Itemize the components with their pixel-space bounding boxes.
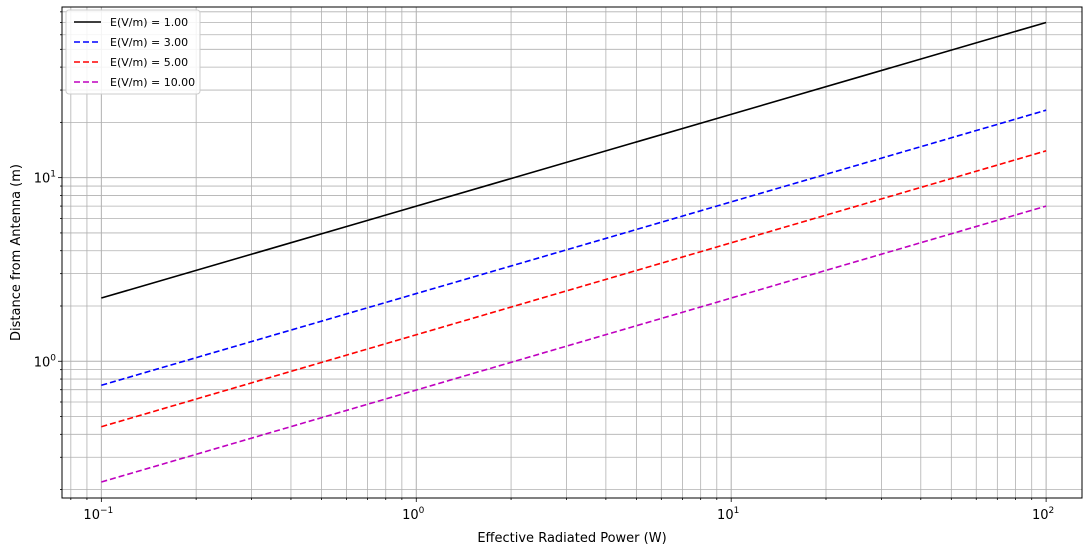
series-line bbox=[101, 150, 1047, 428]
x-tick-label: 101 bbox=[717, 506, 739, 523]
y-axis-title: Distance from Antenna (m) bbox=[9, 164, 24, 341]
x-tick-label: 10−1 bbox=[83, 506, 113, 523]
plot-frame bbox=[61, 6, 1083, 499]
legend-box bbox=[65, 9, 201, 95]
series-line bbox=[101, 109, 1047, 387]
legend: E(V/m) = 1.00 E(V/m) = 3.00 E(V/m) = 5.00 E… bbox=[65, 9, 201, 95]
series-line bbox=[101, 21, 1047, 299]
grid bbox=[62, 7, 1082, 498]
x-tick-label: 100 bbox=[402, 506, 425, 523]
x-axis-title: Effective Radiated Power (W) bbox=[477, 531, 666, 546]
y-tick-label: 100 bbox=[34, 353, 57, 370]
x-tick-label: 102 bbox=[1032, 506, 1054, 523]
y-tick-label: 101 bbox=[34, 170, 56, 187]
legend-label: E(V/m) = 3.00 bbox=[110, 36, 188, 49]
legend-label: E(V/m) = 1.00 bbox=[110, 16, 188, 29]
legend-label: E(V/m) = 10.00 bbox=[110, 76, 195, 89]
axis-ticks: 10−1 100 101 102 100 101 bbox=[34, 11, 1054, 523]
legend-label: E(V/m) = 5.00 bbox=[110, 56, 188, 69]
series-lines bbox=[101, 21, 1047, 483]
series-line bbox=[101, 205, 1047, 483]
